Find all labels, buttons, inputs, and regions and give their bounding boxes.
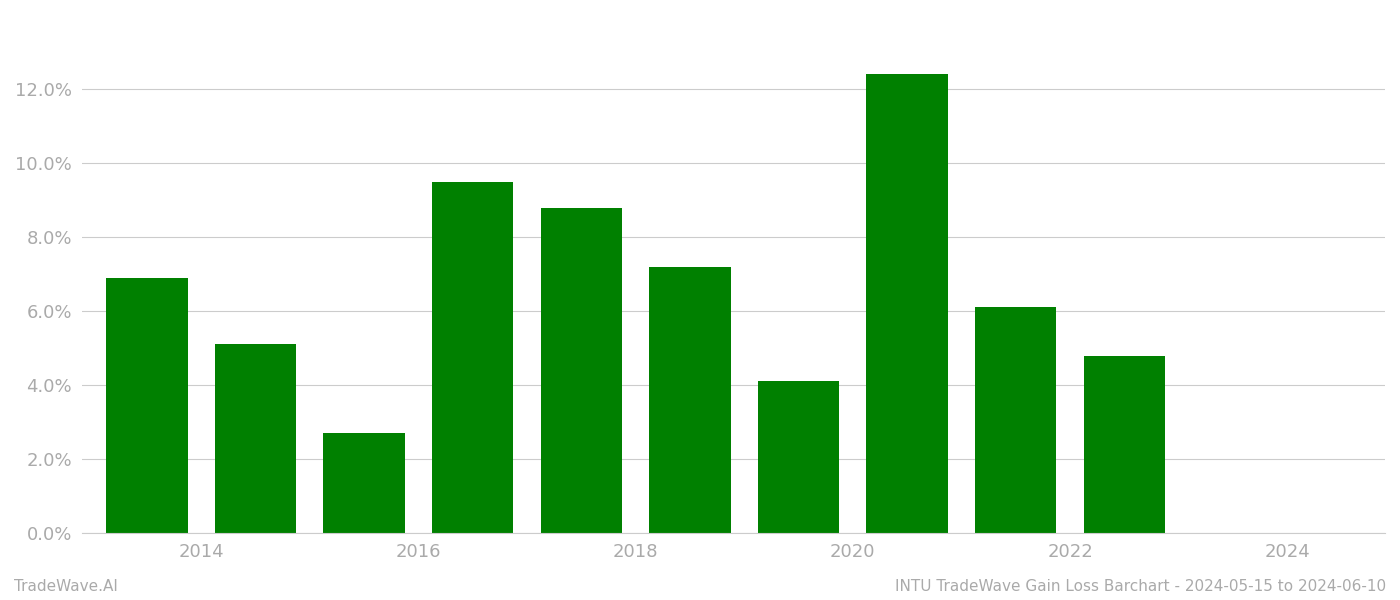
Bar <box>433 182 514 533</box>
Text: TradeWave.AI: TradeWave.AI <box>14 579 118 594</box>
Bar <box>106 278 188 533</box>
Bar <box>650 267 731 533</box>
Bar <box>757 382 839 533</box>
Bar <box>867 74 948 533</box>
Bar <box>323 433 405 533</box>
Bar <box>1084 356 1165 533</box>
Text: INTU TradeWave Gain Loss Barchart - 2024-05-15 to 2024-06-10: INTU TradeWave Gain Loss Barchart - 2024… <box>895 579 1386 594</box>
Bar <box>974 307 1057 533</box>
Bar <box>540 208 622 533</box>
Bar <box>214 344 297 533</box>
